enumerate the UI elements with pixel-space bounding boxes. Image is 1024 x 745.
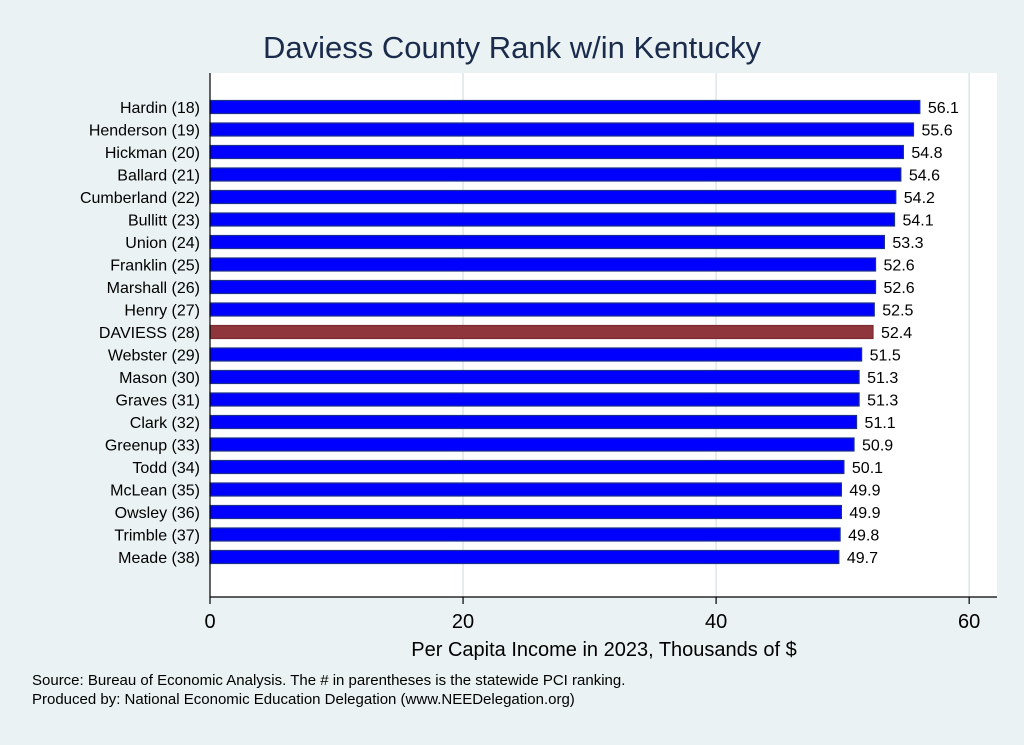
producer-note: Produced by: National Economic Education… [32,691,575,708]
data-label: 50.9 [862,438,893,455]
x-tick-label: 40 [705,611,727,633]
data-label: 54.2 [904,190,935,207]
category-label: Trimble (37) [114,528,200,545]
data-label: 51.3 [867,393,898,410]
x-axis-label: Per Capita Income in 2023, Thousands of … [411,639,796,661]
category-label: Cumberland (22) [80,190,200,207]
bar [209,257,877,272]
bar [209,392,860,407]
bar [209,302,875,317]
bar [209,347,863,362]
data-label: 52.6 [884,258,915,275]
category-label: Union (24) [125,235,200,252]
x-tick-label: 0 [204,611,215,633]
bar [209,482,842,497]
category-label: Hardin (18) [120,100,200,117]
category-label: Clark (32) [130,415,200,432]
category-label: DAVIESS (28) [99,325,200,342]
category-label: Henderson (19) [89,123,200,140]
category-label: Meade (38) [118,550,200,567]
bar [209,504,842,520]
data-label: 54.1 [903,213,934,230]
category-label: Todd (34) [132,460,200,477]
data-label: 50.1 [852,460,883,477]
category-label: Mason (30) [119,370,200,387]
bar [209,459,845,475]
bar [209,144,904,160]
data-label: 51.1 [865,415,896,432]
data-label: 49.8 [848,528,879,545]
bar-highlight [209,324,874,340]
data-label: 56.1 [928,100,959,117]
data-label: 49.9 [849,483,880,500]
bar [209,99,921,115]
bar [209,234,885,250]
chart-title: Daviess County Rank w/in Kentucky [263,30,761,65]
category-label: McLean (35) [110,483,200,500]
data-label: 49.9 [849,505,880,522]
category-label: Franklin (25) [110,258,200,275]
data-label: 53.3 [892,235,923,252]
x-tick-label: 60 [958,611,980,633]
bar [209,549,840,565]
data-label: 54.8 [911,145,942,162]
category-label: Graves (31) [116,393,200,410]
bar [209,527,841,542]
category-label: Bullitt (23) [128,213,200,230]
data-label: 52.6 [884,280,915,297]
category-label: Owsley (36) [115,505,200,522]
data-label: 52.5 [882,303,913,320]
category-label: Webster (29) [108,348,200,365]
data-label: 55.6 [921,123,952,140]
bar [209,437,855,452]
data-label: 52.4 [881,325,912,342]
bar [209,212,896,227]
x-tick-label: 20 [452,611,474,633]
data-label: 51.3 [867,370,898,387]
bar [209,414,858,430]
bar [209,189,897,205]
source-note: Source: Bureau of Economic Analysis. The… [32,672,626,689]
bar [209,279,877,295]
bar [209,167,902,182]
data-label: 49.7 [847,550,878,567]
bar [209,369,860,385]
category-label: Henry (27) [124,303,200,320]
category-label: Ballard (21) [117,168,200,185]
data-label: 51.5 [870,348,901,365]
bar [209,122,915,137]
category-label: Hickman (20) [105,145,200,162]
data-label: 54.6 [909,168,940,185]
category-label: Marshall (26) [107,280,200,297]
category-label: Greenup (33) [105,438,200,455]
